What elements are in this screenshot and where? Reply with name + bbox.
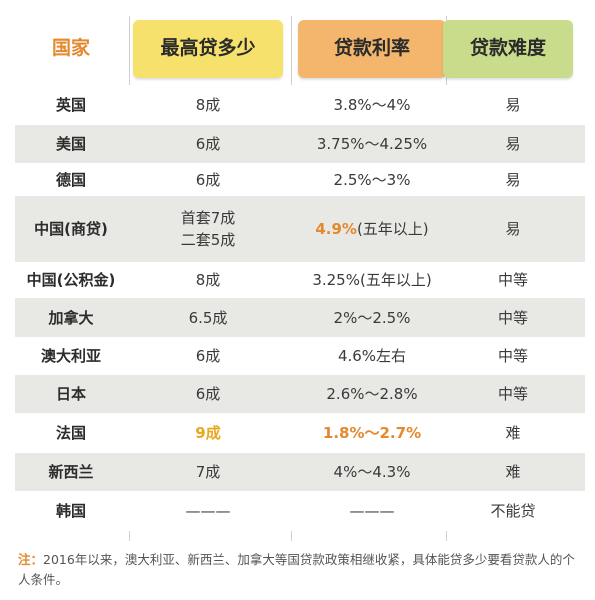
footnote-text: 2016年以来，澳大利亚、新西兰、加拿大等国贷款政策相继收紧，具体能贷多少要看贷…: [18, 552, 575, 587]
country-cell: 中国(公积金): [26, 271, 116, 289]
country-cell: 中国(商贷): [34, 220, 108, 238]
country-cell: 新西兰: [48, 463, 94, 481]
table-row: 德国 6成 2.5%～3% 易: [15, 163, 585, 196]
difficulty-cell: 难: [505, 463, 521, 481]
difficulty-cell: 中等: [497, 308, 528, 327]
header-loan-rate: 贷款利率: [298, 20, 446, 78]
rate-highlight: 4.9%: [315, 220, 357, 238]
table-row: 美国 6成 3.75%～4.25% 易: [15, 125, 585, 163]
max-loan-cell: 8成: [195, 96, 221, 114]
table-row: 中国(商贷) 首套7成 二套5成 4.9% (五年以上) 易: [15, 196, 585, 262]
rate-cell: 2.5%～3%: [333, 170, 411, 189]
rate-cell: 3.25%(五年以上): [312, 271, 432, 289]
country-cell: 澳大利亚: [40, 347, 101, 365]
loan-comparison-table: 国家 最高贷多少 贷款利率 贷款难度 英国 8成 3.8%～4% 易 美国 6成…: [15, 8, 585, 541]
rate-cell: 3.75%～4.25%: [316, 135, 428, 153]
rate-cell: 4.9% (五年以上): [298, 196, 446, 262]
header-loan-difficulty: 贷款难度: [443, 20, 573, 78]
table-row: 中国(公积金) 8成 3.25%(五年以上) 中等: [15, 262, 585, 298]
max-loan-cell: 6成: [195, 347, 221, 365]
footnote-label: 注：: [18, 552, 44, 567]
rate-cell: ———: [349, 502, 395, 520]
country-cell: 韩国: [55, 502, 86, 520]
country-cell: 德国: [55, 170, 86, 189]
difficulty-cell: 易: [505, 220, 521, 238]
country-cell: 日本: [55, 385, 86, 403]
rate-cell: 2.6%～2.8%: [326, 385, 418, 403]
max-loan-cell: 6.5成: [188, 308, 228, 327]
max-loan-second-home: 二套5成: [180, 231, 236, 249]
table-row: 韩国 ——— ——— 不能贷: [15, 491, 585, 531]
header-max-loan: 最高贷多少: [133, 20, 283, 78]
difficulty-cell: 不能贷: [490, 502, 536, 520]
table-row: 澳大利亚 6成 4.6%左右 中等: [15, 337, 585, 375]
difficulty-cell: 中等: [497, 271, 528, 289]
difficulty-cell: 易: [505, 170, 521, 189]
max-loan-first-home: 首套7成: [180, 209, 236, 227]
table-row: 加拿大 6.5成 2%～2.5% 中等: [15, 298, 585, 337]
max-loan-cell: ———: [185, 502, 231, 520]
rate-cell: 2%～2.5%: [333, 308, 411, 327]
difficulty-cell: 中等: [497, 347, 528, 365]
max-loan-cell: 6成: [195, 135, 221, 153]
table-row: 日本 6成 2.6%～2.8% 中等: [15, 375, 585, 413]
footnote: 注：2016年以来，澳大利亚、新西兰、加拿大等国贷款政策相继收紧，具体能贷多少要…: [18, 550, 583, 590]
country-cell: 法国: [55, 424, 86, 442]
difficulty-cell: 中等: [497, 385, 528, 403]
rate-cell: 4%～4.3%: [333, 463, 411, 481]
difficulty-cell: 难: [505, 424, 521, 442]
country-cell: 美国: [55, 135, 86, 153]
table-row: 新西兰 7成 4%～4.3% 难: [15, 453, 585, 491]
header-country: 国家: [51, 37, 90, 59]
rate-cell: 3.8%～4%: [333, 96, 411, 114]
max-loan-cell: 7成: [195, 463, 221, 481]
country-cell: 英国: [55, 96, 86, 114]
table-row: 法国 9成 1.8%～2.7% 难: [15, 413, 585, 453]
rate-suffix: (五年以上): [356, 220, 429, 238]
difficulty-cell: 易: [505, 96, 521, 114]
difficulty-cell: 易: [505, 135, 521, 153]
max-loan-cell: 8成: [195, 271, 221, 289]
max-loan-cell: 6成: [195, 170, 221, 189]
country-cell: 加拿大: [48, 308, 94, 327]
max-loan-cell: 6成: [195, 385, 221, 403]
rate-cell: 1.8%～2.7%: [322, 424, 422, 442]
rate-cell: 4.6%左右: [337, 347, 407, 365]
max-loan-cell: 9成: [195, 424, 221, 442]
table-row: 英国 8成 3.8%～4% 易: [15, 85, 585, 125]
max-loan-cell: 首套7成 二套5成: [133, 196, 283, 262]
